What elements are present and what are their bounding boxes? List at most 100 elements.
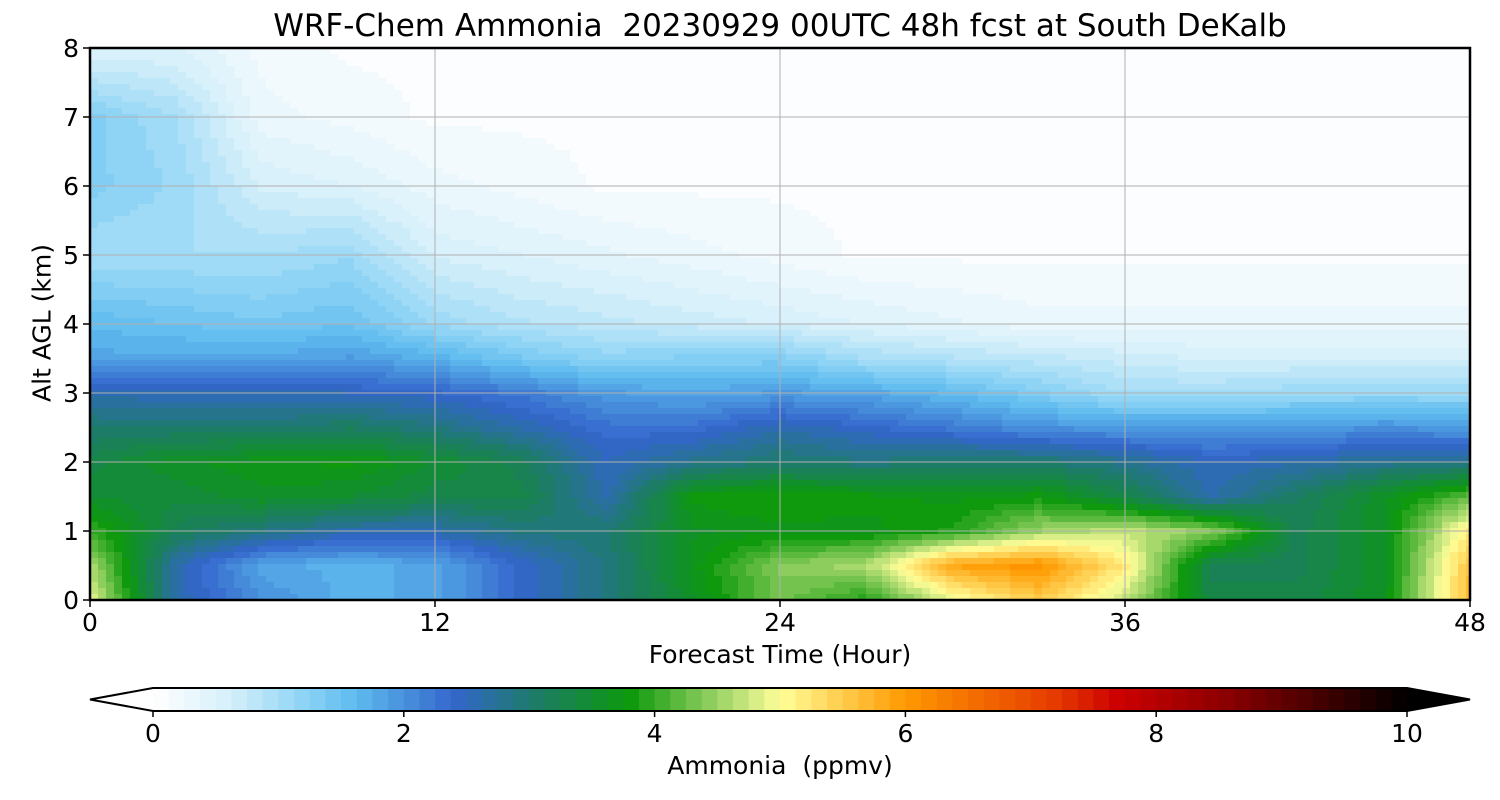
- contour-cell: [594, 174, 603, 181]
- contour-cell: [346, 48, 355, 55]
- contour-cell: [770, 78, 779, 85]
- contour-cell: [546, 78, 555, 85]
- contour-cell: [1226, 54, 1235, 61]
- contour-cell: [362, 96, 371, 103]
- contour-cell: [802, 78, 811, 85]
- contour-cell: [794, 162, 803, 169]
- contour-cell: [90, 156, 99, 163]
- contour-cell: [1010, 60, 1019, 67]
- contour-cell: [666, 132, 675, 139]
- contour-cell: [842, 120, 851, 127]
- contour-cell: [714, 162, 723, 169]
- contour-cell: [602, 180, 611, 187]
- contour-cell: [1434, 90, 1443, 97]
- contour-cell: [154, 84, 163, 91]
- contour-cell: [1298, 72, 1307, 79]
- contour-cell: [1330, 84, 1339, 91]
- contour-cell: [1210, 54, 1219, 61]
- contour-cell: [978, 192, 987, 199]
- contour-cell: [546, 168, 555, 175]
- contour-cell: [834, 120, 843, 127]
- contour-cell: [490, 168, 499, 175]
- contour-cell: [898, 96, 907, 103]
- contour-cell: [682, 72, 691, 79]
- contour-cell: [1362, 162, 1371, 169]
- contour-cell: [490, 216, 499, 223]
- contour-cell: [554, 72, 563, 79]
- contour-cell: [642, 48, 651, 55]
- contour-cell: [370, 156, 379, 163]
- contour-cell: [578, 60, 587, 67]
- contour-cell: [1138, 168, 1147, 175]
- contour-cell: [770, 198, 779, 205]
- contour-cell: [194, 66, 203, 73]
- contour-cell: [1058, 60, 1067, 67]
- contour-cell: [1298, 210, 1307, 217]
- contour-cell: [194, 162, 203, 169]
- contour-cell: [810, 132, 819, 139]
- contour-cell: [1002, 144, 1011, 151]
- contour-cell: [234, 162, 243, 169]
- contour-cell: [890, 198, 899, 205]
- contour-cell: [730, 54, 739, 61]
- contour-cell: [546, 126, 555, 133]
- contour-cell: [434, 54, 443, 61]
- contour-cell: [866, 102, 875, 109]
- contour-cell: [1282, 168, 1291, 175]
- contour-cell: [770, 48, 779, 55]
- contour-cell: [154, 162, 163, 169]
- contour-cell: [922, 180, 931, 187]
- contour-cell: [178, 108, 187, 115]
- contour-cell: [682, 66, 691, 73]
- contour-cell: [770, 150, 779, 157]
- contour-cell: [378, 96, 387, 103]
- contour-cell: [322, 102, 331, 109]
- contour-cell: [938, 168, 947, 175]
- contour-cell: [106, 198, 115, 205]
- contour-cell: [1194, 174, 1203, 181]
- contour-cell: [1026, 198, 1035, 205]
- contour-cell: [770, 60, 779, 67]
- contour-cell: [690, 162, 699, 169]
- contour-cell: [1298, 78, 1307, 85]
- contour-cell: [1434, 198, 1443, 205]
- contour-cell: [1234, 180, 1243, 187]
- contour-cell: [1458, 48, 1467, 55]
- contour-cell: [1042, 66, 1051, 73]
- contour-cell: [514, 78, 523, 85]
- contour-cell: [1210, 186, 1219, 193]
- contour-cell: [162, 204, 171, 211]
- contour-cell: [1466, 108, 1471, 115]
- contour-cell: [322, 150, 331, 157]
- contour-cell: [874, 48, 883, 55]
- contour-cell: [906, 54, 915, 61]
- contour-cell: [1410, 204, 1419, 211]
- contour-cell: [650, 54, 659, 61]
- contour-cell: [370, 96, 379, 103]
- contour-cell: [498, 198, 507, 205]
- contour-cell: [866, 216, 875, 223]
- contour-cell: [1106, 138, 1115, 145]
- contour-cell: [282, 96, 291, 103]
- contour-cell: [962, 204, 971, 211]
- contour-cell: [1162, 156, 1171, 163]
- contour-cell: [866, 180, 875, 187]
- contour-cell: [1242, 102, 1251, 109]
- contour-cell: [266, 132, 275, 139]
- contour-cell: [1466, 144, 1471, 151]
- contour-cell: [1234, 192, 1243, 199]
- contour-cell: [1114, 78, 1123, 85]
- contour-cell: [1098, 216, 1107, 223]
- contour-cell: [906, 186, 915, 193]
- contour-cell: [1026, 156, 1035, 163]
- contour-cell: [338, 204, 347, 211]
- contour-cell: [578, 156, 587, 163]
- contour-cell: [1354, 48, 1363, 55]
- contour-cell: [1186, 216, 1195, 223]
- contour-cell: [434, 66, 443, 73]
- contour-cell: [434, 198, 443, 205]
- contour-cell: [1034, 204, 1043, 211]
- contour-cell: [362, 60, 371, 67]
- contour-cell: [1450, 48, 1459, 55]
- contour-cell: [466, 78, 475, 85]
